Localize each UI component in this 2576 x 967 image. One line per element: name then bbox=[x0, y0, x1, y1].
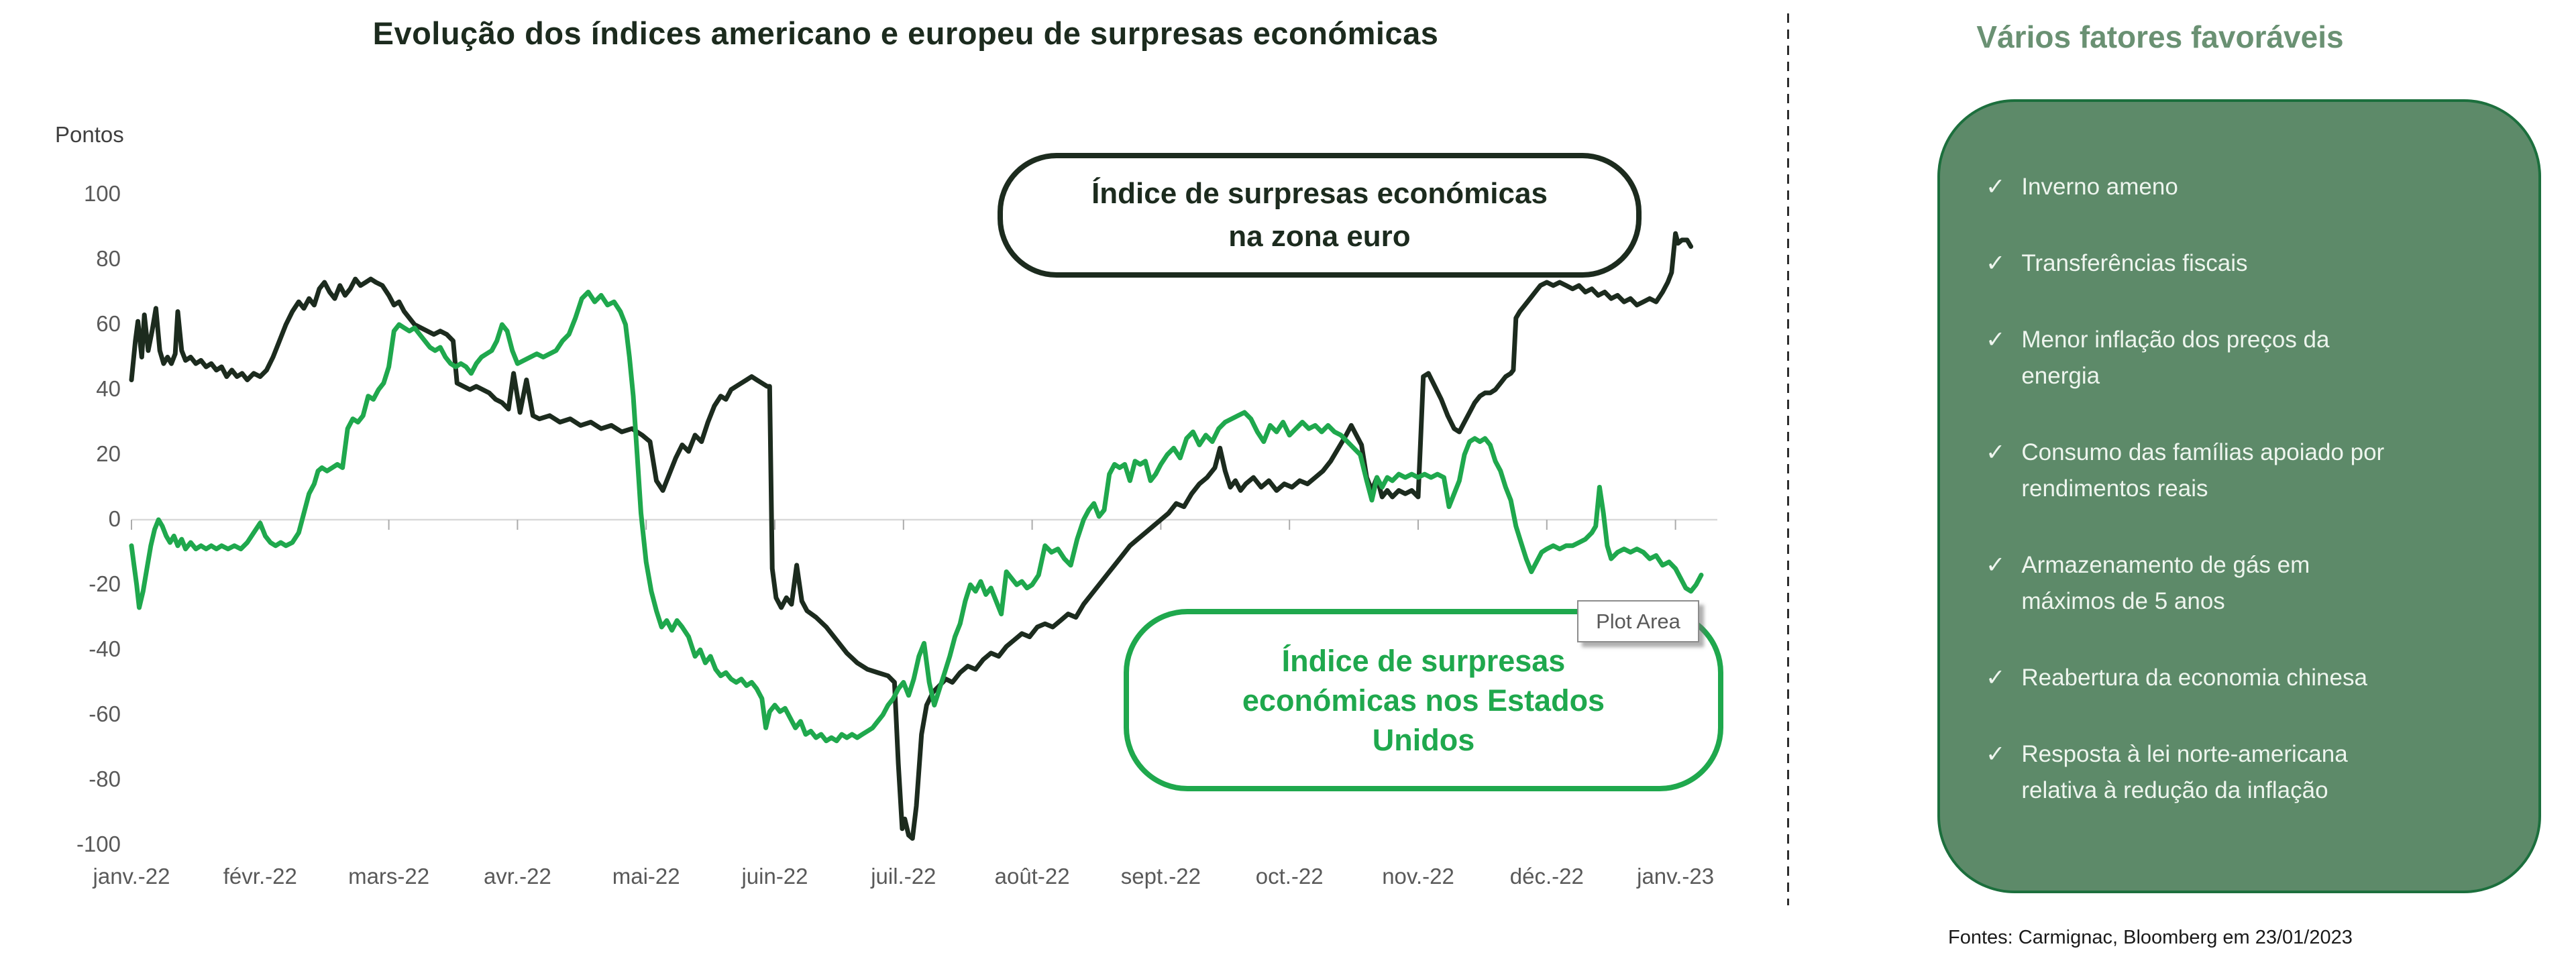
check-icon: ✓ bbox=[1986, 741, 2006, 767]
y-tick-label: -60 bbox=[89, 701, 121, 726]
x-tick-label: mai-22 bbox=[612, 864, 680, 889]
plot-area-tooltip-label: Plot Area bbox=[1596, 609, 1680, 633]
list-item: ✓ Menor inflação dos preços da energia bbox=[1986, 322, 2498, 394]
list-item: ✓ Inverno ameno bbox=[1986, 169, 2498, 205]
y-tick-label: -100 bbox=[76, 832, 121, 856]
check-icon: ✓ bbox=[1986, 439, 2006, 465]
chart-title: Evolução dos índices americano e europeu… bbox=[372, 15, 1439, 51]
list-item-label: Reabertura da economia chinesa bbox=[2021, 665, 2367, 691]
list-item-label: Resposta à lei norte-americana relativa … bbox=[2021, 741, 2348, 803]
list-item: ✓ Resposta à lei norte-americana relativ… bbox=[1986, 736, 2498, 809]
list-item-label: Transferências fiscais bbox=[2021, 250, 2248, 276]
x-tick-label: mars-22 bbox=[348, 864, 430, 889]
y-tick-label: 60 bbox=[96, 311, 121, 336]
series-line bbox=[129, 290, 1704, 744]
x-tick-label: janv.-22 bbox=[93, 864, 170, 889]
check-icon: ✓ bbox=[1986, 552, 2006, 578]
favorable-factors-panel: ✓ Inverno ameno ✓ Transferências fiscais… bbox=[1937, 99, 2541, 893]
sources-footer: Fontes: Carmignac, Bloomberg em 23/01/20… bbox=[1948, 927, 2353, 948]
list-item: ✓ Transferências fiscais bbox=[1986, 245, 2498, 282]
y-tick-label: 20 bbox=[96, 441, 121, 466]
list-item: ✓ Reabertura da economia chinesa bbox=[1986, 660, 2498, 696]
surprise-index-chart[interactable] bbox=[0, 0, 1811, 967]
list-item-label: Consumo das famílias apoiado por rendime… bbox=[2021, 439, 2385, 502]
plot-area-tooltip: Plot Area bbox=[1577, 600, 1699, 642]
x-tick-label: juin-22 bbox=[741, 864, 808, 889]
list-item: ✓ Armazenamento de gás em máximos de 5 a… bbox=[1986, 547, 2498, 620]
y-tick-label: 80 bbox=[96, 246, 121, 271]
panel-title: Vários fatores favoráveis bbox=[1976, 19, 2344, 54]
series-line bbox=[129, 231, 1694, 841]
x-tick-label: avr.-22 bbox=[483, 864, 551, 889]
y-tick-label: 0 bbox=[108, 506, 121, 531]
check-icon: ✓ bbox=[1986, 665, 2006, 691]
list-item: ✓ Consumo das famílias apoiado por rendi… bbox=[1986, 435, 2498, 507]
list-item-label: Menor inflação dos preços da energia bbox=[2021, 327, 2330, 389]
x-tick-label: déc.-22 bbox=[1509, 864, 1584, 889]
y-axis-unit-label: Pontos bbox=[55, 122, 124, 147]
check-icon: ✓ bbox=[1986, 250, 2006, 276]
vertical-dashed-separator bbox=[1787, 13, 1789, 905]
favorable-factors-list: ✓ Inverno ameno ✓ Transferências fiscais… bbox=[1940, 102, 2538, 809]
x-tick-label: août-22 bbox=[994, 864, 1070, 889]
x-tick-label: nov.-22 bbox=[1382, 864, 1454, 889]
y-tick-label: -80 bbox=[89, 766, 121, 791]
annotation-us-label: Índice de surpresas económicas nos Estad… bbox=[1242, 643, 1605, 757]
check-icon: ✓ bbox=[1986, 327, 2006, 353]
x-tick-label: janv.-23 bbox=[1637, 864, 1715, 889]
x-tick-label: oct.-22 bbox=[1255, 864, 1324, 889]
y-tick-label: -20 bbox=[89, 571, 121, 596]
x-tick-label: févr.-22 bbox=[223, 864, 297, 889]
check-icon: ✓ bbox=[1986, 174, 2006, 200]
y-tick-label: -40 bbox=[89, 636, 121, 661]
list-item-label: Armazenamento de gás em máximos de 5 ano… bbox=[2021, 552, 2310, 614]
y-tick-label: 100 bbox=[83, 181, 121, 206]
x-tick-label: sept.-22 bbox=[1120, 864, 1201, 889]
x-tick-label: juil.-22 bbox=[871, 864, 936, 889]
annotation-eurozone-index: Índice de surpresas económicas na zona e… bbox=[998, 153, 1642, 278]
list-item-label: Inverno ameno bbox=[2021, 174, 2178, 200]
annotation-eurozone-label: Índice de surpresas económicas na zona e… bbox=[1091, 177, 1548, 253]
y-tick-label: 40 bbox=[96, 376, 121, 401]
